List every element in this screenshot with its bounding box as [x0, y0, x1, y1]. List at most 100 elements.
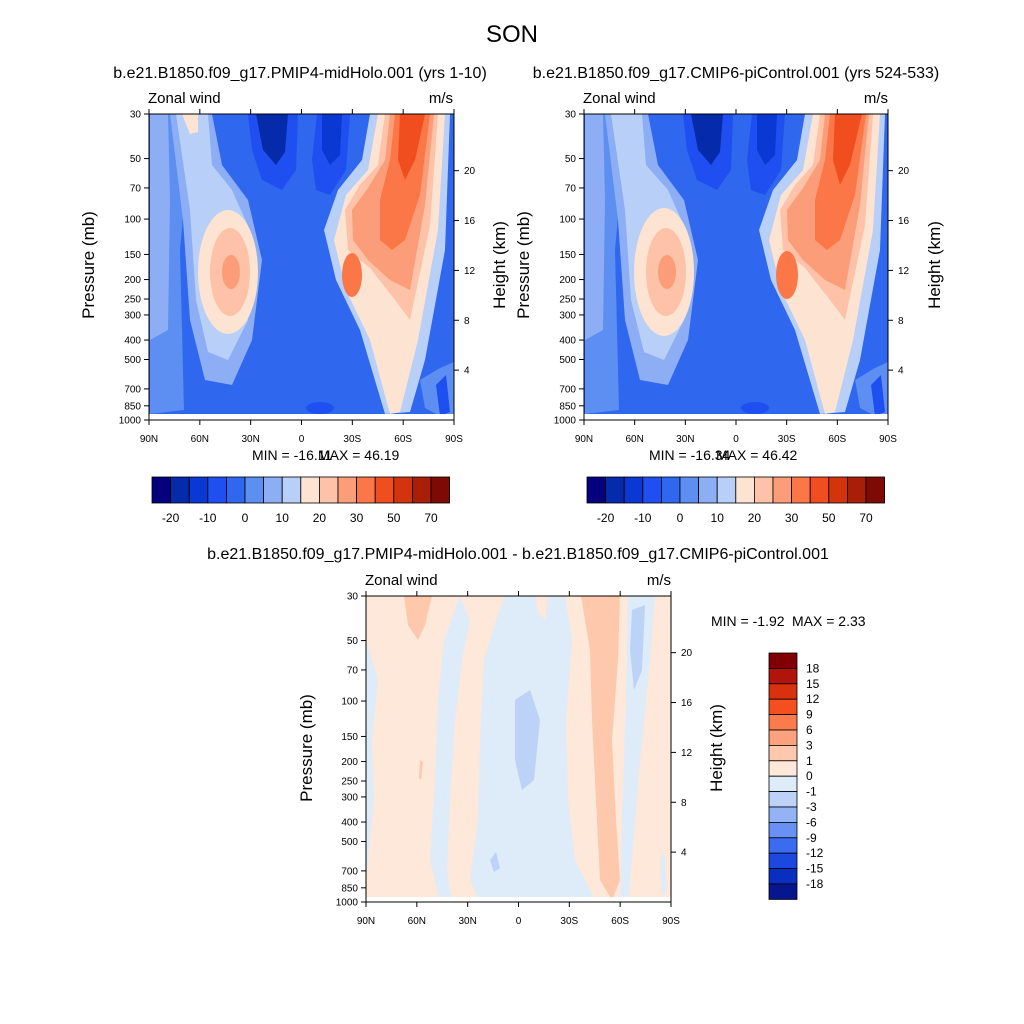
x-tick-label: 60S — [394, 434, 412, 445]
x-tick-label: 0 — [299, 434, 305, 445]
colorbar-label: 50 — [822, 511, 836, 525]
colorbar-swatch — [768, 775, 798, 793]
y-tick-label: 300 — [341, 792, 358, 803]
colorbar-swatch — [318, 476, 339, 504]
x-tick-label: 60N — [191, 434, 209, 445]
colorbar-swatch — [356, 476, 376, 504]
y-tick-label: 500 — [341, 837, 358, 848]
x-tick-label: 90N — [140, 434, 158, 445]
colorbar-label: 12 — [806, 692, 820, 706]
min-label: MIN = -1.92 — [711, 613, 785, 629]
colorbar-label: 0 — [806, 769, 813, 783]
y2-tick-label: 8 — [681, 798, 687, 809]
contour-field — [584, 114, 888, 420]
colorbar-swatch — [411, 476, 432, 504]
colorbar-swatch — [586, 476, 607, 504]
y-tick-label: 70 — [130, 183, 142, 194]
y-tick-label: 1000 — [554, 416, 577, 427]
y2-tick-label: 20 — [681, 648, 693, 659]
colorbar-swatch — [244, 476, 265, 504]
y-tick-label: 100 — [341, 697, 358, 708]
y-tick-label: 700 — [559, 384, 576, 395]
y-tick-label: 850 — [124, 401, 141, 412]
x-tick-label: 30S — [343, 434, 361, 445]
y2-tick-label: 16 — [898, 216, 910, 227]
y-tick-label: 150 — [559, 250, 576, 261]
colorbar-label: -20 — [597, 511, 615, 525]
colorbar-label: -10 — [634, 511, 652, 525]
colorbar-swatch — [768, 714, 798, 731]
colorbar-swatch — [207, 476, 227, 504]
y2-tick-label: 8 — [898, 316, 904, 327]
contour-field — [149, 114, 454, 420]
y-tick-label: 400 — [559, 336, 576, 347]
y-tick-label: 50 — [565, 154, 577, 165]
colorbar-label: 30 — [785, 511, 799, 525]
colorbar-swatch — [768, 683, 798, 700]
panel-title: b.e21.B1850.f09_g17.CMIP6-piControl.001 … — [533, 65, 939, 82]
colorbar-swatch — [847, 476, 867, 504]
x-tick-label: 90N — [357, 916, 375, 927]
y-axis-title: Pressure (mb) — [79, 211, 98, 319]
panel-left-label: Zonal wind — [148, 90, 221, 107]
colorbar-label: 10 — [276, 511, 290, 525]
colorbar-label: -20 — [162, 511, 180, 525]
colorbar-swatch — [828, 476, 848, 504]
panel-midholo: b.e21.B1850.f09_g17.PMIP4-midHolo.001 (y… — [79, 65, 509, 525]
colorbar-label: 70 — [859, 511, 873, 525]
colorbar-swatch — [393, 476, 413, 504]
x-tick-label: 90S — [662, 916, 680, 927]
y-axis-title: Pressure (mb) — [297, 694, 316, 802]
page-title: SON — [486, 21, 538, 48]
panel-axes: 30 50 70 100 150 200 250 300 400 500 700 850 1000 20 1… — [554, 109, 910, 445]
y2-tick-label: 12 — [464, 266, 476, 277]
x-tick-label: 90N — [575, 434, 593, 445]
panel-title: b.e21.B1850.f09_g17.PMIP4-midHolo.001 - … — [207, 546, 829, 563]
max-label: MAX = 2.33 — [792, 613, 866, 629]
colorbar-label: 15 — [806, 677, 820, 691]
colorbar-swatch — [768, 822, 798, 839]
colorbar-label: 30 — [350, 511, 364, 525]
y-tick-label: 70 — [565, 183, 577, 194]
x-tick-label: 60N — [408, 916, 426, 927]
panel-units-label: m/s — [864, 90, 888, 107]
colorbar-swatch — [768, 806, 798, 823]
y2-tick-label: 20 — [898, 166, 910, 177]
colorbar-swatch — [661, 476, 681, 504]
x-tick-label: 0 — [733, 434, 739, 445]
colorbar-swatch — [716, 476, 737, 504]
colorbar-label: 0 — [242, 511, 249, 525]
colorbar-swatch — [642, 476, 662, 504]
y2-tick-label: 16 — [681, 698, 693, 709]
y-tick-label: 700 — [124, 384, 141, 395]
colorbar-label: -9 — [806, 831, 817, 845]
colorbar-swatch — [791, 476, 811, 504]
x-tick-label: 90S — [879, 434, 897, 445]
y-tick-label: 150 — [124, 250, 141, 261]
panel-left-label: Zonal wind — [583, 90, 656, 107]
colorbar-swatch — [754, 476, 774, 504]
y-tick-label: 200 — [341, 757, 358, 768]
colorbar-label: 70 — [424, 511, 438, 525]
colorbar-label: 20 — [748, 511, 762, 525]
max-label: MAX = 46.19 — [318, 447, 400, 463]
colorbar-swatch — [679, 476, 700, 504]
colorbar-swatch — [768, 852, 798, 870]
colorbar-label: 20 — [313, 511, 327, 525]
y-tick-label: 850 — [559, 401, 576, 412]
y2-axis-title: Height (km) — [925, 221, 944, 309]
colorbar-swatch — [698, 476, 718, 504]
colorbar-swatch — [768, 745, 798, 762]
y-tick-label: 250 — [559, 295, 576, 306]
y-axis-title: Pressure (mb) — [514, 211, 533, 319]
y-tick-label: 1000 — [336, 898, 359, 909]
colorbar-swatch — [188, 476, 209, 504]
panel-axes: 30 50 70 100 150 200 250 300 400 500 700 850 1000 20 1… — [119, 109, 476, 445]
y-tick-label: 200 — [124, 275, 141, 286]
colorbar-swatch — [605, 476, 625, 504]
max-label: MAX = 46.42 — [716, 447, 798, 463]
y-tick-label: 50 — [130, 154, 142, 165]
colorbar-label: 50 — [387, 511, 401, 525]
colorbar-swatch — [768, 791, 798, 808]
colorbar-swatch — [809, 476, 830, 504]
